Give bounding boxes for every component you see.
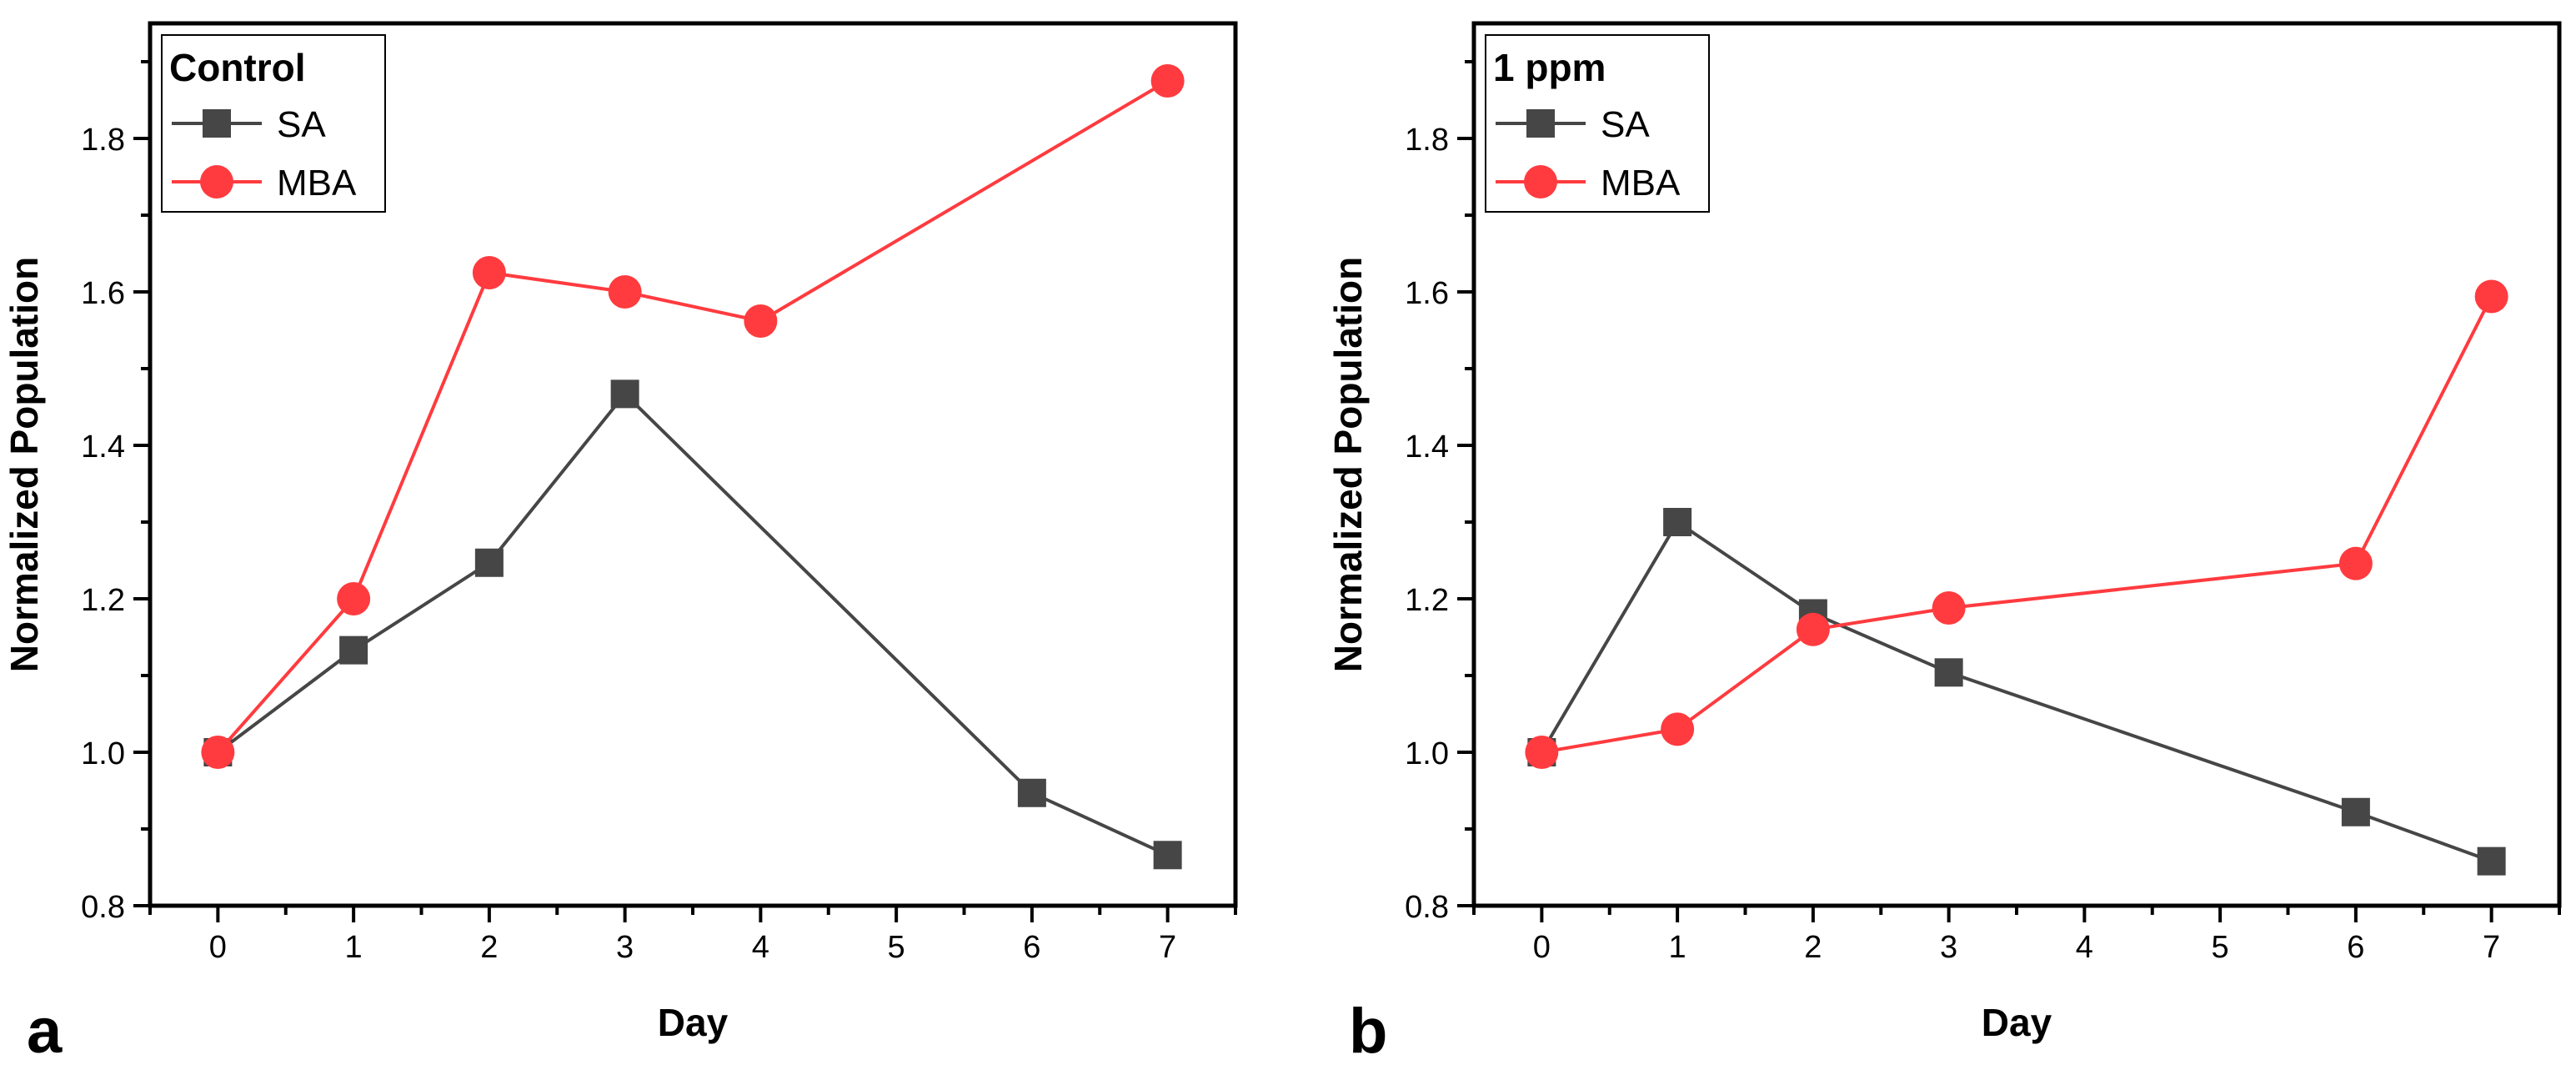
y-tick-label: 1.4 xyxy=(81,430,125,465)
x-tick-label: 6 xyxy=(1023,930,1040,965)
legend: 1 ppm SA MBA xyxy=(1485,34,1710,213)
series-mba xyxy=(1525,279,2508,769)
x-tick-label: 5 xyxy=(2212,930,2229,965)
data-point-sa xyxy=(2477,846,2506,876)
legend-marker-circle xyxy=(200,165,233,198)
legend-entry: MBA xyxy=(1601,163,1681,203)
series-line-sa xyxy=(1540,520,2493,863)
data-point-mba xyxy=(201,736,235,769)
y-tick-label: 0.8 xyxy=(1405,890,1449,925)
legend-entry: SA xyxy=(1601,104,1650,145)
x-tick-label: 4 xyxy=(752,930,769,965)
legend-marker-square xyxy=(1526,109,1555,138)
data-point-sa xyxy=(1934,658,1963,687)
x-axis-label: Day xyxy=(658,1001,729,1044)
legend-title: 1 ppm xyxy=(1493,46,1606,89)
x-tick-label: 6 xyxy=(2347,930,2364,965)
data-point-sa xyxy=(339,635,368,665)
x-tick-label: 3 xyxy=(1940,930,1957,965)
data-point-sa xyxy=(1153,841,1182,870)
legend-entry: SA xyxy=(277,104,326,145)
x-tick-label: 7 xyxy=(1159,930,1176,965)
panel-label: b xyxy=(1349,996,1387,1067)
y-tick-label: 1.2 xyxy=(81,583,125,618)
x-tick-label: 2 xyxy=(480,930,498,965)
chart-panel-b: 0 1 2 3 4 5 6 7 0.8 1.0 1.2 1.4 1.6 1.8 Day Normalized … xyxy=(1326,21,2562,1067)
x-tick-label: 0 xyxy=(1533,930,1551,965)
legend-entry: MBA xyxy=(277,163,357,203)
data-point-sa xyxy=(1017,778,1046,807)
data-point-mba xyxy=(1796,612,1830,646)
data-point-mba xyxy=(472,256,506,289)
x-tick-label: 3 xyxy=(616,930,634,965)
legend-title: Control xyxy=(169,46,306,89)
y-tick-label: 1.4 xyxy=(1405,430,1449,465)
data-point-mba xyxy=(1932,591,1966,625)
data-point-mba xyxy=(608,275,642,309)
x-axis-label: Day xyxy=(1982,1001,2052,1044)
data-point-mba xyxy=(2474,279,2508,314)
y-tick-label: 1.0 xyxy=(81,736,125,771)
y-axis-label: Normalized Population xyxy=(3,257,46,672)
data-point-sa xyxy=(2341,797,2370,826)
y-tick-label: 1.0 xyxy=(1405,736,1449,771)
x-tick-label: 2 xyxy=(1804,930,1822,965)
x-tick-label: 1 xyxy=(345,930,363,965)
series-line-mba xyxy=(1541,295,2493,754)
x-tick-label: 7 xyxy=(2483,930,2500,965)
data-point-sa xyxy=(610,379,639,409)
data-point-mba xyxy=(1150,64,1185,98)
y-axis-label: Normalized Population xyxy=(1326,257,1370,672)
series-mba xyxy=(201,64,1185,769)
legend: Control SA MBA xyxy=(161,34,386,213)
data-point-mba xyxy=(337,582,371,615)
data-point-mba xyxy=(1525,736,1559,769)
data-point-mba xyxy=(1661,712,1695,746)
data-point-sa xyxy=(1663,508,1692,536)
legend-marker-square xyxy=(203,109,231,138)
chart-panel-a: 0 1 2 3 4 5 6 7 0.8 1.0 1.2 1.4 1.6 1.8 Day Normalized … xyxy=(3,21,1238,1067)
y-tick-label: 1.8 xyxy=(81,123,125,158)
y-tick-label: 0.8 xyxy=(81,890,125,925)
series-sa xyxy=(203,379,1182,870)
y-tick-label: 1.8 xyxy=(1405,123,1449,158)
y-tick-label: 1.6 xyxy=(81,276,125,311)
x-tick-label: 1 xyxy=(1669,930,1686,965)
x-tick-label: 4 xyxy=(2076,930,2093,965)
data-point-mba xyxy=(744,304,778,338)
y-tick-label: 1.6 xyxy=(1405,276,1449,311)
data-point-mba xyxy=(2338,546,2373,580)
y-tick-label: 1.2 xyxy=(1405,583,1449,618)
series-line-sa xyxy=(217,391,1169,857)
x-tick-label: 5 xyxy=(888,930,905,965)
panel-label: a xyxy=(27,996,63,1067)
x-tick-label: 0 xyxy=(209,930,227,965)
legend-marker-circle xyxy=(1524,165,1557,198)
series-line-mba xyxy=(216,79,1169,754)
data-point-sa xyxy=(474,548,504,577)
